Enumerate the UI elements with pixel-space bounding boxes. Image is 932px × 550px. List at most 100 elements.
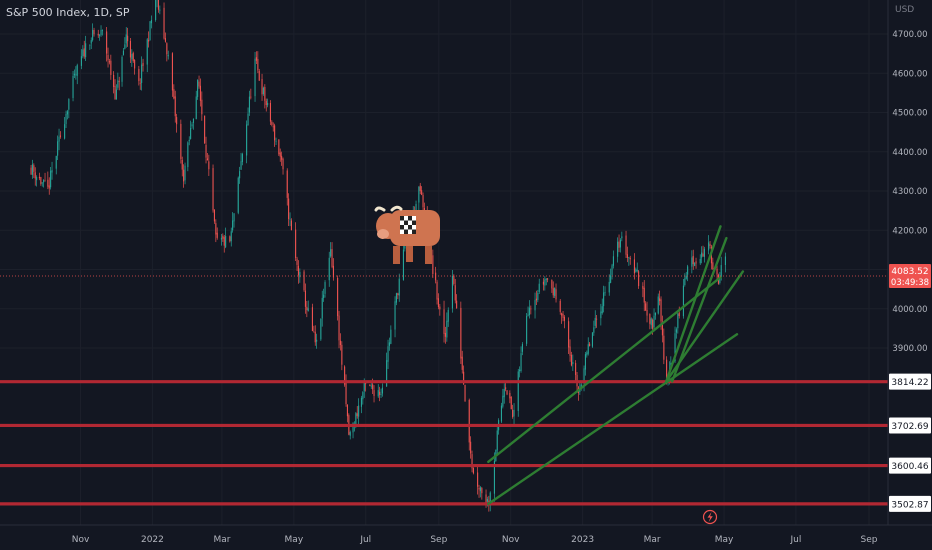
candle xyxy=(188,139,190,142)
price-tick: 4700.00 xyxy=(892,30,927,40)
candle xyxy=(534,300,536,311)
candle xyxy=(572,362,574,364)
candle xyxy=(240,161,242,170)
currency-label[interactable]: USD xyxy=(895,5,915,15)
candle xyxy=(554,287,556,296)
trend-line xyxy=(487,276,722,464)
candle xyxy=(596,318,598,320)
candle xyxy=(106,31,108,54)
candle xyxy=(720,265,722,278)
candle xyxy=(38,176,40,179)
candle xyxy=(719,276,721,283)
candle xyxy=(97,33,99,36)
candle xyxy=(555,289,557,300)
candle xyxy=(503,388,505,398)
candle xyxy=(197,79,199,97)
candle xyxy=(51,170,53,173)
candle xyxy=(472,467,474,474)
candle xyxy=(530,308,532,310)
candle xyxy=(281,155,283,160)
candle xyxy=(380,394,382,395)
candle xyxy=(208,161,210,170)
candle xyxy=(66,111,68,115)
candle xyxy=(258,71,260,81)
candle xyxy=(526,315,528,344)
trend-lines[interactable] xyxy=(487,225,745,506)
candle xyxy=(99,35,101,36)
candle xyxy=(377,390,379,397)
candle xyxy=(222,235,224,239)
candle xyxy=(75,74,77,76)
candle xyxy=(402,249,404,280)
candle xyxy=(201,99,203,115)
candle xyxy=(163,7,165,39)
candle xyxy=(509,392,511,399)
candle xyxy=(58,136,60,142)
candle xyxy=(446,320,448,338)
candle xyxy=(155,0,157,21)
candle xyxy=(512,409,514,418)
price-tick: 4300.00 xyxy=(892,187,927,197)
candle xyxy=(694,263,696,266)
candle xyxy=(551,279,553,289)
candle xyxy=(654,312,656,316)
candle xyxy=(659,298,661,302)
candle xyxy=(159,9,161,11)
candle xyxy=(538,283,540,292)
candle xyxy=(451,276,453,309)
candle xyxy=(444,333,446,337)
chart-title[interactable]: S&P 500 Index, 1D, SP xyxy=(6,6,130,19)
price-tick: 4400.00 xyxy=(892,148,927,158)
candle xyxy=(657,296,659,314)
level-label: 3502.87 xyxy=(891,500,928,510)
candle xyxy=(255,57,257,61)
bull-icon xyxy=(374,205,440,264)
candle xyxy=(692,255,694,265)
candle xyxy=(496,430,498,451)
candle xyxy=(191,124,193,127)
candle xyxy=(31,164,33,175)
candle xyxy=(471,454,473,469)
candle xyxy=(48,185,50,189)
candle xyxy=(247,113,249,126)
support-levels xyxy=(0,380,888,506)
candle xyxy=(562,313,564,318)
candle xyxy=(254,58,256,97)
lightning-icon[interactable] xyxy=(702,509,718,525)
candle xyxy=(73,73,75,76)
price-tick: 4600.00 xyxy=(892,69,927,79)
candle xyxy=(699,258,701,264)
candle xyxy=(269,102,271,122)
candle xyxy=(138,68,140,82)
candle xyxy=(246,124,248,156)
candle xyxy=(174,96,176,117)
candle xyxy=(568,321,570,348)
candle xyxy=(517,371,519,411)
candle xyxy=(608,281,610,293)
time-tick: Jul xyxy=(789,535,801,545)
last-price-badge xyxy=(889,263,931,288)
candle xyxy=(344,366,346,385)
candle xyxy=(545,278,547,281)
candle xyxy=(724,256,726,266)
candle xyxy=(233,213,235,222)
candle xyxy=(537,292,539,300)
candle xyxy=(468,399,470,443)
candle xyxy=(477,472,479,487)
candle xyxy=(701,252,703,258)
candle xyxy=(636,269,638,271)
candle xyxy=(304,290,306,307)
grid-lines xyxy=(0,0,888,525)
candle xyxy=(43,179,45,183)
candle xyxy=(323,294,325,299)
candle xyxy=(454,285,456,301)
candle xyxy=(345,382,347,405)
candle xyxy=(563,316,565,321)
candle xyxy=(535,298,537,301)
candle xyxy=(223,237,225,246)
candle xyxy=(297,265,299,276)
candle xyxy=(712,262,714,270)
candle xyxy=(528,307,530,316)
candle xyxy=(129,41,131,58)
